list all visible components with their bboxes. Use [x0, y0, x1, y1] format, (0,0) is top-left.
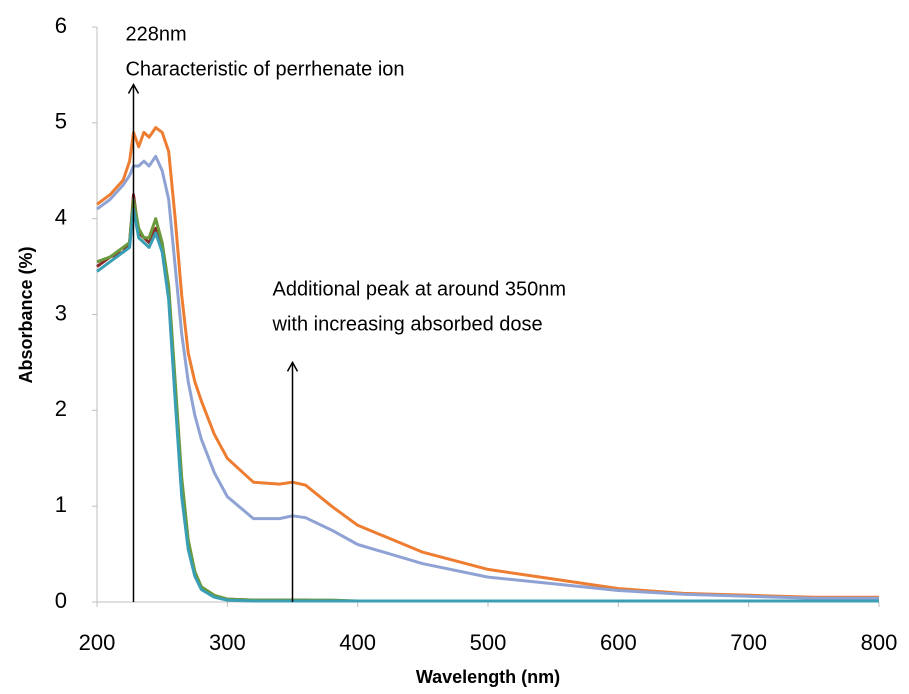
x-tick-label: 400 — [339, 630, 376, 655]
y-axis-title: Absorbance (%) — [16, 246, 36, 383]
annotation-text: Additional peak at around 350nm — [273, 278, 567, 300]
series-line — [96, 154, 879, 600]
arrow-head — [127, 82, 140, 94]
series-line — [96, 193, 879, 603]
x-tick-label: 500 — [470, 630, 507, 655]
annotation-text: with increasing absorbed dose — [272, 313, 543, 335]
y-tick-label: 0 — [55, 588, 67, 613]
x-tick-label: 600 — [600, 630, 637, 655]
y-tick-label: 2 — [55, 396, 67, 421]
series-line — [96, 126, 879, 599]
annotation-text: Characteristic of perrhenate ion — [125, 58, 404, 80]
x-axis-title: Wavelength (nm) — [416, 667, 560, 687]
y-tick-label: 5 — [55, 109, 67, 134]
annotation-text: 228nm — [125, 23, 186, 45]
x-tick-label: 700 — [730, 630, 767, 655]
x-tick-label: 200 — [79, 630, 116, 655]
y-tick-label: 1 — [55, 492, 67, 517]
x-tick-label: 300 — [209, 630, 246, 655]
series-line — [96, 207, 879, 603]
y-tick-label: 6 — [55, 13, 67, 38]
x-tick-label: 800 — [861, 630, 898, 655]
y-tick-label: 3 — [55, 300, 67, 325]
y-tick-label: 4 — [55, 204, 67, 229]
series-line — [96, 198, 879, 603]
arrow-head — [286, 360, 299, 372]
